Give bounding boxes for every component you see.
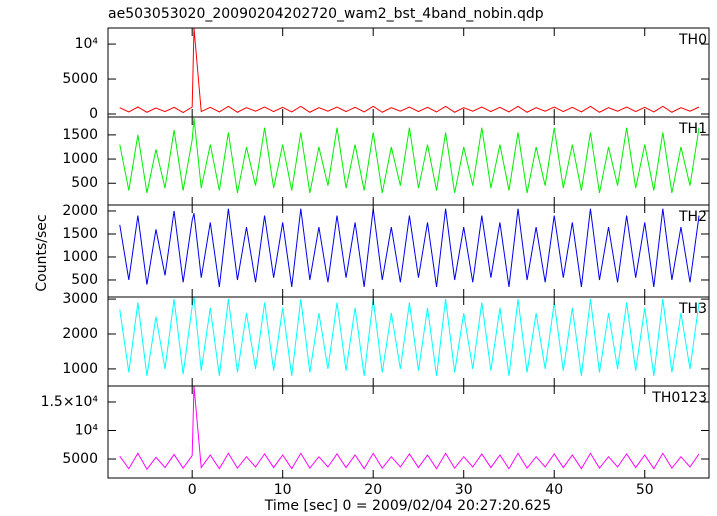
legend-label: TH2 (678, 209, 707, 225)
x-axis-label: Time [sec] 0 = 2009/02/04 20:27:20.625 (264, 498, 551, 514)
y-tick-label: 10⁴ (75, 36, 99, 52)
data-line (119, 297, 700, 376)
chart-title: ae503053020_20090204202720_wam2_bst_4ban… (108, 6, 544, 22)
y-axis-label: Counts/sec (34, 214, 50, 291)
legend-label: TH3 (678, 301, 707, 317)
y-tick-label: 1000 (62, 361, 98, 377)
y-tick-label: 1000 (62, 249, 98, 265)
data-line (119, 117, 700, 194)
legend-label: TH0 (678, 32, 707, 48)
y-tick-label: 1500 (62, 226, 98, 242)
y-tick-label: 1.5×10⁴ (41, 394, 99, 410)
y-tick-label: 1000 (62, 151, 98, 167)
legend-label: TH0123 (651, 390, 707, 406)
x-tick-label: 0 (188, 482, 197, 498)
x-tick-label: 20 (364, 482, 382, 498)
data-line (119, 28, 700, 114)
y-tick-label: 2000 (62, 203, 98, 219)
data-line (119, 386, 700, 471)
plot-frame (107, 385, 710, 479)
x-tick-label: 40 (545, 482, 563, 498)
y-tick-label: 3000 (62, 291, 98, 307)
legend-label: TH1 (678, 121, 707, 137)
y-tick-label: 0 (89, 106, 98, 122)
y-tick-label: 10⁴ (75, 422, 99, 438)
y-tick-label: 5000 (62, 71, 98, 87)
x-tick-label: 10 (274, 482, 292, 498)
x-tick-label: 50 (636, 482, 654, 498)
y-tick-label: 500 (71, 272, 98, 288)
y-tick-label: 5000 (62, 451, 98, 467)
x-tick-label: 30 (455, 482, 473, 498)
y-tick-label: 500 (71, 175, 98, 191)
data-line (119, 208, 700, 287)
y-tick-label: 1500 (62, 127, 98, 143)
y-tick-label: 2000 (62, 326, 98, 342)
